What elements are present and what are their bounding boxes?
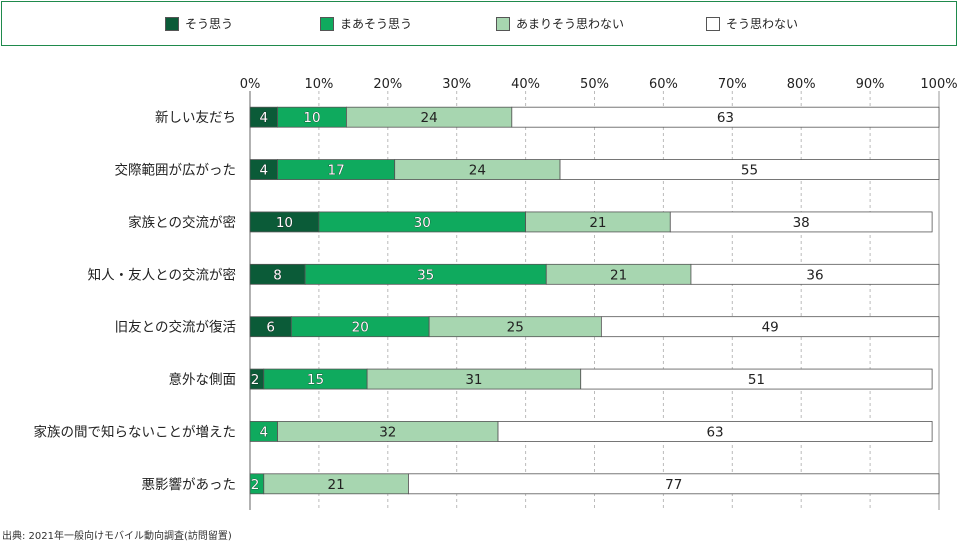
x-tick-label: 60% [649, 77, 678, 92]
data-label: 10 [276, 215, 293, 231]
source-note: 出典: 2021年一般向けモバイル動向調査(訪問留置) [2, 531, 232, 542]
legend-label: そう思う [185, 17, 234, 31]
data-label: 21 [328, 477, 345, 493]
category-label: 意外な側面 [169, 371, 237, 388]
legend-item-agree: まあそう思う [320, 16, 412, 32]
data-label: 63 [717, 110, 734, 126]
data-label: 31 [465, 372, 482, 388]
legend-swatch [496, 17, 510, 31]
bar-segment [511, 106, 940, 128]
category-label: 新しい友だち [155, 110, 236, 126]
legend-swatch [320, 17, 334, 31]
x-tick-label: 100% [920, 77, 957, 92]
bar-segment [580, 368, 933, 390]
x-tick-label: 20% [373, 77, 402, 92]
data-label: 30 [414, 215, 431, 231]
x-tick-label: 70% [718, 77, 747, 92]
legend-swatch [706, 17, 720, 31]
category-label: 知人・友人との交流が密 [88, 266, 236, 283]
data-label: 55 [741, 163, 758, 179]
data-label: 21 [610, 267, 627, 283]
x-tick-label: 30% [442, 77, 471, 92]
data-label: 35 [417, 267, 434, 283]
data-label: 4 [259, 424, 268, 440]
x-tick-label: 10% [304, 77, 333, 92]
data-label: 8 [273, 267, 282, 283]
data-label: 10 [303, 110, 320, 126]
data-label: 77 [665, 477, 682, 493]
category-label: 交際範囲が広がった [115, 162, 237, 179]
legend-item-strongly-agree: そう思う [165, 16, 233, 32]
bar-segment [497, 421, 933, 442]
data-label: 2 [251, 477, 260, 493]
data-label: 38 [793, 215, 810, 231]
legend-swatch [165, 17, 179, 31]
data-label: 4 [259, 163, 268, 179]
x-tick-label: 50% [580, 77, 609, 92]
legend: そう思う まあそう思う あまりそう思わない そう思わない [1, 1, 957, 46]
data-label: 36 [806, 267, 823, 283]
legend-label: そう思わない [726, 17, 799, 31]
x-tick-label: 80% [787, 77, 816, 92]
data-label: 25 [507, 320, 524, 336]
data-label: 49 [762, 320, 779, 336]
data-label: 2 [251, 372, 260, 388]
data-label: 6 [266, 320, 275, 336]
data-label: 24 [421, 110, 438, 126]
data-label: 51 [748, 372, 765, 388]
data-label: 17 [328, 163, 345, 179]
data-label: 4 [259, 110, 268, 126]
x-tick-label: 0% [240, 77, 261, 92]
data-label: 32 [379, 424, 396, 440]
data-label: 21 [589, 215, 606, 231]
bar-segment [408, 473, 940, 495]
data-label: 24 [469, 163, 486, 179]
category-label: 悪影響があった [142, 476, 237, 493]
bar-segment [600, 316, 940, 338]
category-label: 家族との交流が密 [128, 214, 236, 231]
bar-segment [559, 159, 940, 180]
bar-segment [669, 211, 933, 233]
legend-label: あまりそう思わない [516, 17, 625, 31]
bar-segment [690, 263, 940, 285]
legend-item-strongly-disagree: そう思わない [706, 16, 798, 32]
category-label: 旧友との交流が復活 [115, 319, 236, 336]
legend-label: まあそう思う [340, 17, 413, 31]
data-label: 20 [352, 320, 369, 336]
data-label: 15 [307, 372, 324, 388]
legend-item-disagree: あまりそう思わない [496, 16, 624, 32]
data-label: 63 [706, 424, 723, 440]
category-label: 家族の間で知らないことが増えた [34, 423, 237, 440]
x-tick-label: 40% [511, 77, 540, 92]
x-tick-label: 90% [856, 77, 885, 92]
